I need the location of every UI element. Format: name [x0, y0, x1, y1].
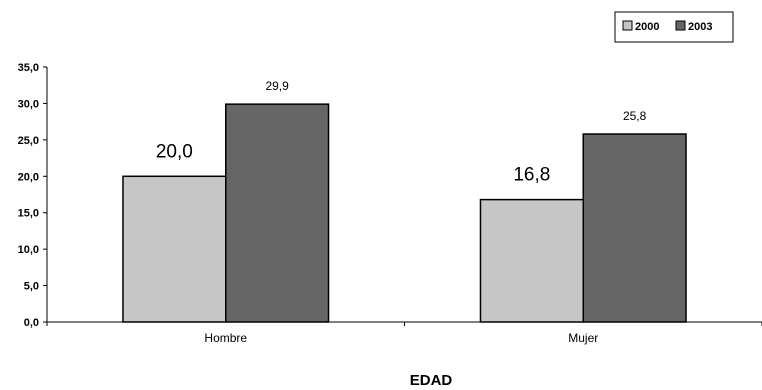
- bar: [479, 198, 584, 323]
- bar: [122, 175, 227, 323]
- y-tick-label: 30,0: [18, 98, 39, 110]
- legend-label-2003: 2003: [688, 21, 712, 33]
- x-axis-title: EDAD: [410, 372, 453, 389]
- legend-swatch-2003: [675, 20, 686, 31]
- data-label: 16,8: [513, 165, 550, 186]
- bar: [225, 103, 330, 323]
- x-tick-label: Hombre: [204, 331, 247, 345]
- data-label: 29,9: [265, 79, 289, 93]
- bar: [582, 133, 687, 323]
- data-label: 25,8: [623, 109, 647, 123]
- legend-swatch-2000: [622, 20, 633, 31]
- y-tick-label: 10,0: [18, 244, 39, 256]
- y-tick-label: 15,0: [18, 208, 39, 220]
- y-tick-label: 35,0: [18, 62, 39, 74]
- legend: 2000 2003: [614, 11, 734, 43]
- x-tick-label: Mujer: [568, 331, 598, 345]
- y-axis: 0,0 5,0 10,0 15,0 20,0 25,0 30,0 35,0: [18, 62, 48, 329]
- y-tick-label: 20,0: [18, 171, 39, 183]
- legend-label-2000: 2000: [635, 21, 659, 33]
- data-label: 20,0: [156, 141, 193, 162]
- y-tick-label: 0,0: [24, 317, 39, 329]
- x-axis: Hombre Mujer: [46, 321, 762, 345]
- bars: 20,0 29,9 16,8 25,8: [122, 79, 687, 323]
- y-tick-label: 25,0: [18, 135, 39, 147]
- y-tick-label: 5,0: [24, 281, 39, 293]
- legend-box: [614, 11, 734, 43]
